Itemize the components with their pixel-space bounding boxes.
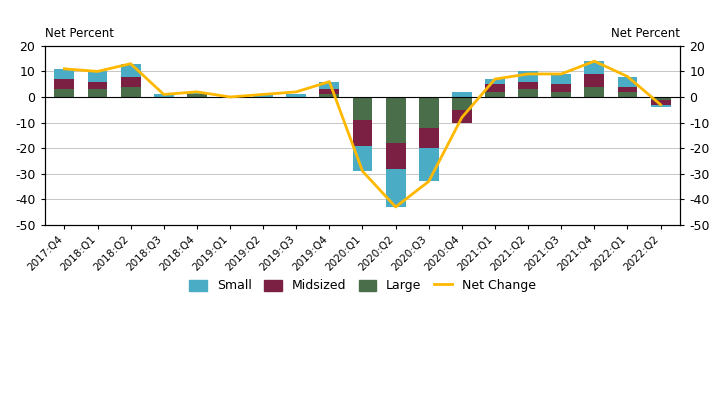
Bar [253, 94, 273, 97]
Bar [386, 169, 405, 207]
Bar [650, 97, 671, 99]
Bar [551, 84, 571, 92]
Bar [419, 128, 439, 148]
Bar [187, 94, 207, 97]
Bar [88, 82, 107, 89]
Bar [88, 89, 107, 97]
Bar [618, 87, 637, 92]
Text: Net Percent: Net Percent [44, 27, 114, 40]
Bar [518, 72, 538, 82]
Bar [386, 97, 405, 143]
Bar [187, 92, 207, 94]
Bar [485, 84, 505, 92]
Bar [120, 64, 141, 76]
Bar [320, 89, 339, 94]
Bar [386, 143, 405, 169]
Bar [452, 92, 472, 97]
Bar [120, 87, 141, 97]
Bar [584, 61, 605, 74]
Bar [518, 89, 538, 97]
Bar [352, 120, 373, 146]
Bar [551, 74, 571, 84]
Bar [452, 110, 472, 123]
Bar [54, 69, 75, 79]
Bar [618, 92, 637, 97]
Bar [320, 82, 339, 89]
Bar [120, 76, 141, 87]
Bar [485, 79, 505, 84]
Bar [518, 82, 538, 89]
Bar [352, 97, 373, 120]
Bar [352, 146, 373, 171]
Text: Net Percent: Net Percent [611, 27, 681, 40]
Bar [551, 92, 571, 97]
Bar [650, 99, 671, 105]
Bar [88, 72, 107, 82]
Bar [154, 94, 174, 97]
Legend: Small, Midsized, Large, Net Change: Small, Midsized, Large, Net Change [184, 274, 541, 297]
Bar [584, 87, 605, 97]
Bar [419, 97, 439, 128]
Bar [54, 89, 75, 97]
Bar [485, 92, 505, 97]
Bar [419, 148, 439, 181]
Bar [320, 94, 339, 97]
Bar [286, 94, 306, 97]
Bar [452, 97, 472, 110]
Bar [618, 76, 637, 87]
Bar [584, 74, 605, 87]
Bar [650, 105, 671, 107]
Bar [54, 79, 75, 89]
